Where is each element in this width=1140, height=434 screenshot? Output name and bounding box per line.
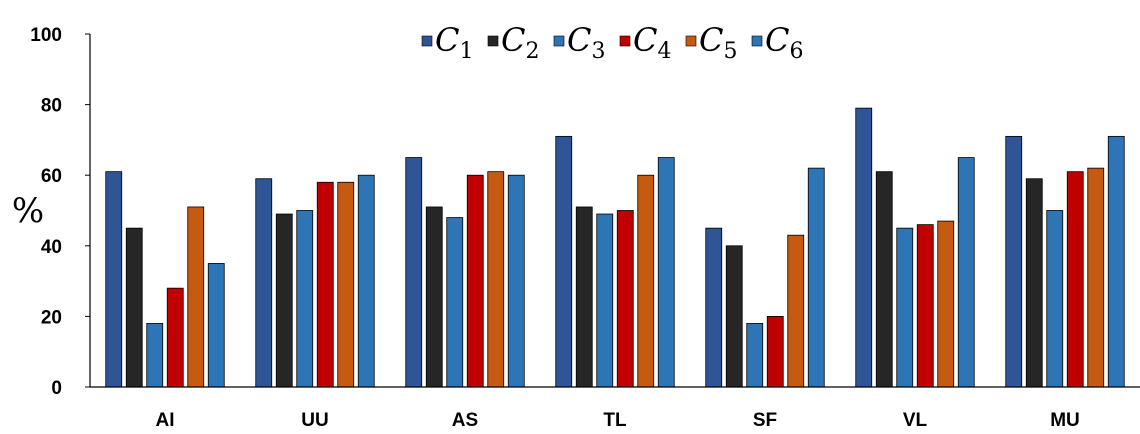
bar-vl-c3 — [896, 227, 914, 388]
bar-uu-c4 — [316, 181, 334, 388]
bar-tl-c3 — [596, 213, 614, 388]
bar-mu-c6 — [1107, 135, 1125, 388]
legend-swatch — [421, 35, 433, 47]
bar-vl-c4 — [916, 224, 934, 388]
x-tick-label: VL — [903, 410, 928, 431]
legend-entry-base: C — [765, 21, 789, 59]
bar-ai-c3 — [146, 323, 164, 388]
x-tick-label: MU — [1050, 410, 1080, 431]
bar-as-c2 — [425, 206, 443, 388]
bar-uu-c1 — [255, 178, 273, 388]
legend-entry: C2 — [501, 21, 539, 64]
bar-uu-c2 — [275, 213, 293, 388]
legend-entry-subscript: 3 — [591, 39, 605, 64]
legend-entry-base: C — [435, 21, 459, 59]
bar-mu-c1 — [1005, 135, 1023, 388]
bar-vl-c1 — [855, 107, 873, 388]
legend-entry: C4 — [633, 21, 671, 64]
legend-entry-base: C — [567, 21, 591, 59]
bar-mu-c4 — [1066, 171, 1084, 388]
legend-entry: C6 — [765, 21, 803, 64]
y-axis-ticks: 0 20 40 60 80 100 — [30, 25, 90, 399]
bar-sf-c6 — [807, 167, 825, 388]
y-tick-label: 20 — [41, 307, 62, 328]
x-tick-label: UU — [301, 410, 328, 431]
legend-entry-subscript: 5 — [723, 39, 737, 64]
legend-swatch — [619, 35, 631, 47]
bar-as-c1 — [405, 157, 423, 388]
bar-ai-c6 — [207, 263, 225, 388]
legend-entry-subscript: 1 — [459, 39, 473, 64]
bars — [105, 107, 1125, 388]
legend-entry: C5 — [699, 21, 737, 64]
legend-entry-base: C — [633, 21, 657, 59]
bar-tl-c1 — [555, 135, 573, 388]
bar-uu-c6 — [357, 174, 375, 388]
legend-entry-base: C — [699, 21, 723, 59]
bar-tl-c5 — [637, 174, 655, 388]
bar-vl-c5 — [937, 220, 955, 388]
bar-as-c3 — [446, 217, 464, 388]
bar-mu-c5 — [1087, 167, 1105, 388]
x-tick-label: SF — [753, 410, 777, 431]
bar-ai-c2 — [125, 227, 143, 388]
legend-entry: C1 — [435, 21, 473, 64]
bar-sf-c3 — [746, 323, 764, 388]
bar-uu-c3 — [296, 210, 314, 388]
bar-ai-c1 — [105, 171, 123, 388]
y-tick-label: 60 — [41, 166, 62, 187]
bar-as-c4 — [466, 174, 484, 388]
legend-entry-subscript: 4 — [657, 39, 671, 64]
y-tick-label: 100 — [30, 25, 62, 46]
bar-sf-c5 — [787, 234, 805, 388]
bar-ai-c5 — [187, 206, 205, 388]
x-tick-label: AS — [452, 410, 478, 431]
legend: C1 C2 C3 C4 C5 C6 — [421, 21, 803, 64]
bar-uu-c5 — [337, 181, 355, 388]
x-tick-label: TL — [603, 410, 627, 431]
bar-ai-c4 — [166, 287, 184, 388]
bar-sf-c4 — [766, 315, 784, 388]
bar-tl-c6 — [657, 157, 675, 388]
bar-sf-c1 — [705, 227, 723, 388]
x-tick-label: AI — [156, 410, 175, 431]
legend-entry-base: C — [501, 21, 525, 59]
bar-mu-c3 — [1046, 210, 1064, 388]
bar-mu-c2 — [1025, 178, 1043, 388]
y-tick-label: 0 — [51, 378, 62, 399]
bar-sf-c2 — [725, 245, 743, 388]
legend-entry: C3 — [567, 21, 605, 64]
legend-swatch — [685, 35, 697, 47]
bar-vl-c2 — [875, 171, 893, 388]
bar-tl-c4 — [616, 210, 634, 388]
legend-swatch — [553, 35, 565, 47]
bar-as-c5 — [487, 171, 505, 388]
bar-tl-c2 — [575, 206, 593, 388]
y-tick-label: 80 — [41, 96, 62, 117]
x-axis-labels: AI UU AS TL SF VL MU — [156, 410, 1080, 431]
bar-as-c6 — [507, 174, 525, 388]
y-tick-label: 40 — [41, 237, 62, 258]
legend-swatch — [487, 35, 499, 47]
legend-entry-subscript: 2 — [525, 39, 539, 64]
legend-swatch — [751, 35, 763, 47]
legend-entry-subscript: 6 — [789, 39, 803, 64]
bar-vl-c6 — [957, 157, 975, 388]
y-axis-label: % — [12, 191, 44, 231]
